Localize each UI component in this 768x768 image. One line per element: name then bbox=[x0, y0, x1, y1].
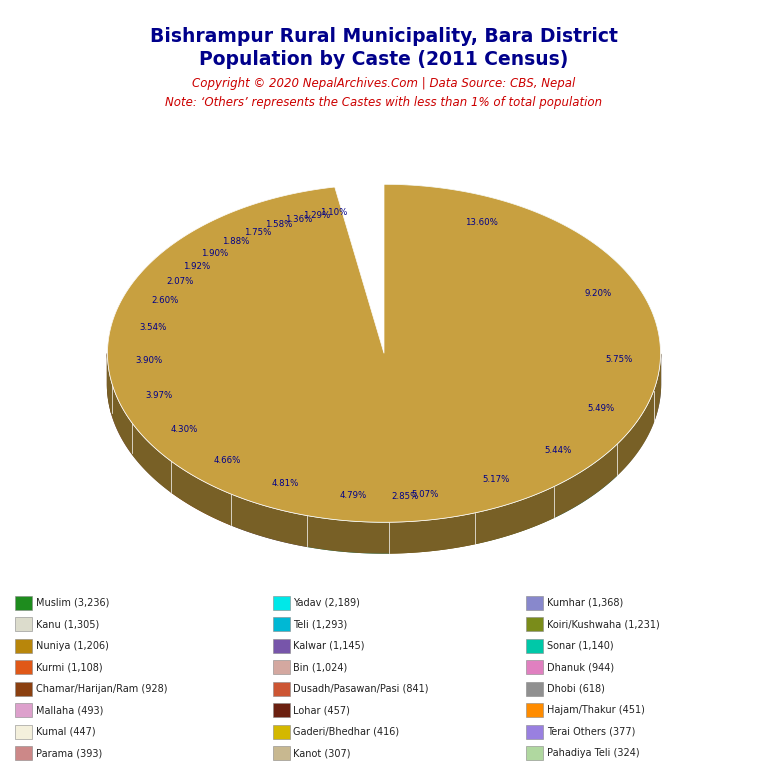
PathPatch shape bbox=[384, 353, 654, 444]
Polygon shape bbox=[108, 354, 660, 553]
PathPatch shape bbox=[108, 304, 384, 353]
PathPatch shape bbox=[223, 206, 384, 353]
PathPatch shape bbox=[273, 194, 384, 353]
Text: 2.07%: 2.07% bbox=[167, 277, 194, 286]
Text: 5.07%: 5.07% bbox=[412, 490, 439, 499]
Text: 3.54%: 3.54% bbox=[139, 323, 167, 332]
PathPatch shape bbox=[108, 184, 660, 522]
Polygon shape bbox=[306, 515, 389, 553]
Text: Population by Caste (2011 Census): Population by Caste (2011 Census) bbox=[200, 50, 568, 69]
PathPatch shape bbox=[111, 353, 384, 422]
PathPatch shape bbox=[316, 187, 384, 353]
Text: Dhobi (618): Dhobi (618) bbox=[547, 684, 604, 694]
PathPatch shape bbox=[120, 279, 384, 353]
Text: 5.49%: 5.49% bbox=[588, 404, 614, 413]
PathPatch shape bbox=[108, 341, 384, 382]
Text: Chamar/Harijan/Ram (928): Chamar/Harijan/Ram (928) bbox=[36, 684, 167, 694]
Text: Kalwar (1,145): Kalwar (1,145) bbox=[293, 641, 365, 651]
PathPatch shape bbox=[171, 353, 384, 494]
Polygon shape bbox=[111, 382, 132, 453]
PathPatch shape bbox=[384, 243, 658, 353]
Text: Koiri/Kushwaha (1,231): Koiri/Kushwaha (1,231) bbox=[547, 619, 660, 630]
Text: Gaderi/Bhedhar (416): Gaderi/Bhedhar (416) bbox=[293, 727, 399, 737]
Text: 5.17%: 5.17% bbox=[482, 475, 510, 484]
Text: Dusadh/Pasawan/Pasi (841): Dusadh/Pasawan/Pasi (841) bbox=[293, 684, 429, 694]
PathPatch shape bbox=[384, 184, 593, 353]
Text: Teli (1,293): Teli (1,293) bbox=[293, 619, 348, 630]
Text: Dhanuk (944): Dhanuk (944) bbox=[547, 662, 614, 673]
Text: Muslim (3,236): Muslim (3,236) bbox=[36, 598, 110, 608]
Text: 1.90%: 1.90% bbox=[201, 249, 229, 258]
Polygon shape bbox=[554, 444, 617, 518]
Text: Bishrampur Rural Municipality, Bara District: Bishrampur Rural Municipality, Bara Dist… bbox=[150, 27, 618, 46]
Text: Kumhar (1,368): Kumhar (1,368) bbox=[547, 598, 623, 608]
Text: 1.92%: 1.92% bbox=[183, 262, 210, 271]
Text: 1.29%: 1.29% bbox=[303, 211, 331, 220]
Text: 1.75%: 1.75% bbox=[243, 228, 271, 237]
PathPatch shape bbox=[136, 260, 384, 353]
Text: 9.20%: 9.20% bbox=[584, 290, 611, 298]
Text: Mallaha (493): Mallaha (493) bbox=[36, 705, 104, 716]
Polygon shape bbox=[171, 461, 231, 525]
Text: 3.90%: 3.90% bbox=[136, 356, 163, 365]
Text: Parama (393): Parama (393) bbox=[36, 748, 102, 759]
Polygon shape bbox=[475, 487, 554, 544]
Text: Pahadiya Teli (324): Pahadiya Teli (324) bbox=[547, 748, 640, 759]
Text: Yadav (2,189): Yadav (2,189) bbox=[293, 598, 360, 608]
Text: Sonar (1,140): Sonar (1,140) bbox=[547, 641, 614, 651]
Text: Kumal (447): Kumal (447) bbox=[36, 727, 96, 737]
Text: Bin (1,024): Bin (1,024) bbox=[293, 662, 348, 673]
Text: 4.81%: 4.81% bbox=[271, 479, 299, 488]
Text: Terai Others (377): Terai Others (377) bbox=[547, 727, 635, 737]
Polygon shape bbox=[231, 494, 306, 546]
Text: 1.36%: 1.36% bbox=[285, 215, 313, 224]
PathPatch shape bbox=[384, 353, 617, 487]
Text: Copyright © 2020 NepalArchives.Com | Data Source: CBS, Nepal: Copyright © 2020 NepalArchives.Com | Dat… bbox=[192, 77, 576, 90]
Text: 1.58%: 1.58% bbox=[265, 220, 293, 230]
Text: 4.79%: 4.79% bbox=[339, 491, 366, 500]
PathPatch shape bbox=[231, 353, 384, 515]
Text: 5.44%: 5.44% bbox=[544, 445, 571, 455]
PathPatch shape bbox=[154, 243, 384, 353]
PathPatch shape bbox=[306, 353, 389, 522]
PathPatch shape bbox=[384, 353, 554, 513]
Text: 13.60%: 13.60% bbox=[465, 218, 498, 227]
Text: 4.30%: 4.30% bbox=[170, 425, 198, 434]
Text: Kurmi (1,108): Kurmi (1,108) bbox=[36, 662, 103, 673]
Polygon shape bbox=[389, 513, 475, 553]
PathPatch shape bbox=[295, 190, 384, 353]
Text: 4.66%: 4.66% bbox=[214, 455, 240, 465]
Text: Lohar (457): Lohar (457) bbox=[293, 705, 350, 716]
PathPatch shape bbox=[197, 217, 384, 353]
PathPatch shape bbox=[132, 353, 384, 461]
Text: 3.97%: 3.97% bbox=[146, 391, 173, 400]
Polygon shape bbox=[108, 353, 111, 413]
Polygon shape bbox=[654, 354, 660, 422]
Text: Note: ‘Others’ represents the Castes with less than 1% of total population: Note: ‘Others’ represents the Castes wit… bbox=[165, 96, 603, 109]
Text: Kanu (1,305): Kanu (1,305) bbox=[36, 619, 99, 630]
Text: 2.60%: 2.60% bbox=[152, 296, 179, 305]
PathPatch shape bbox=[174, 229, 384, 353]
Text: Hajam/Thakur (451): Hajam/Thakur (451) bbox=[547, 705, 644, 716]
PathPatch shape bbox=[384, 353, 475, 522]
Polygon shape bbox=[617, 391, 654, 475]
Text: 1.10%: 1.10% bbox=[320, 208, 348, 217]
PathPatch shape bbox=[248, 199, 384, 353]
Text: 2.85%: 2.85% bbox=[392, 492, 419, 501]
Text: 1.88%: 1.88% bbox=[222, 237, 250, 247]
Text: Nuniya (1,206): Nuniya (1,206) bbox=[36, 641, 109, 651]
Text: 5.75%: 5.75% bbox=[605, 355, 633, 364]
Polygon shape bbox=[132, 422, 171, 492]
Text: Kanot (307): Kanot (307) bbox=[293, 748, 351, 759]
PathPatch shape bbox=[384, 330, 660, 391]
